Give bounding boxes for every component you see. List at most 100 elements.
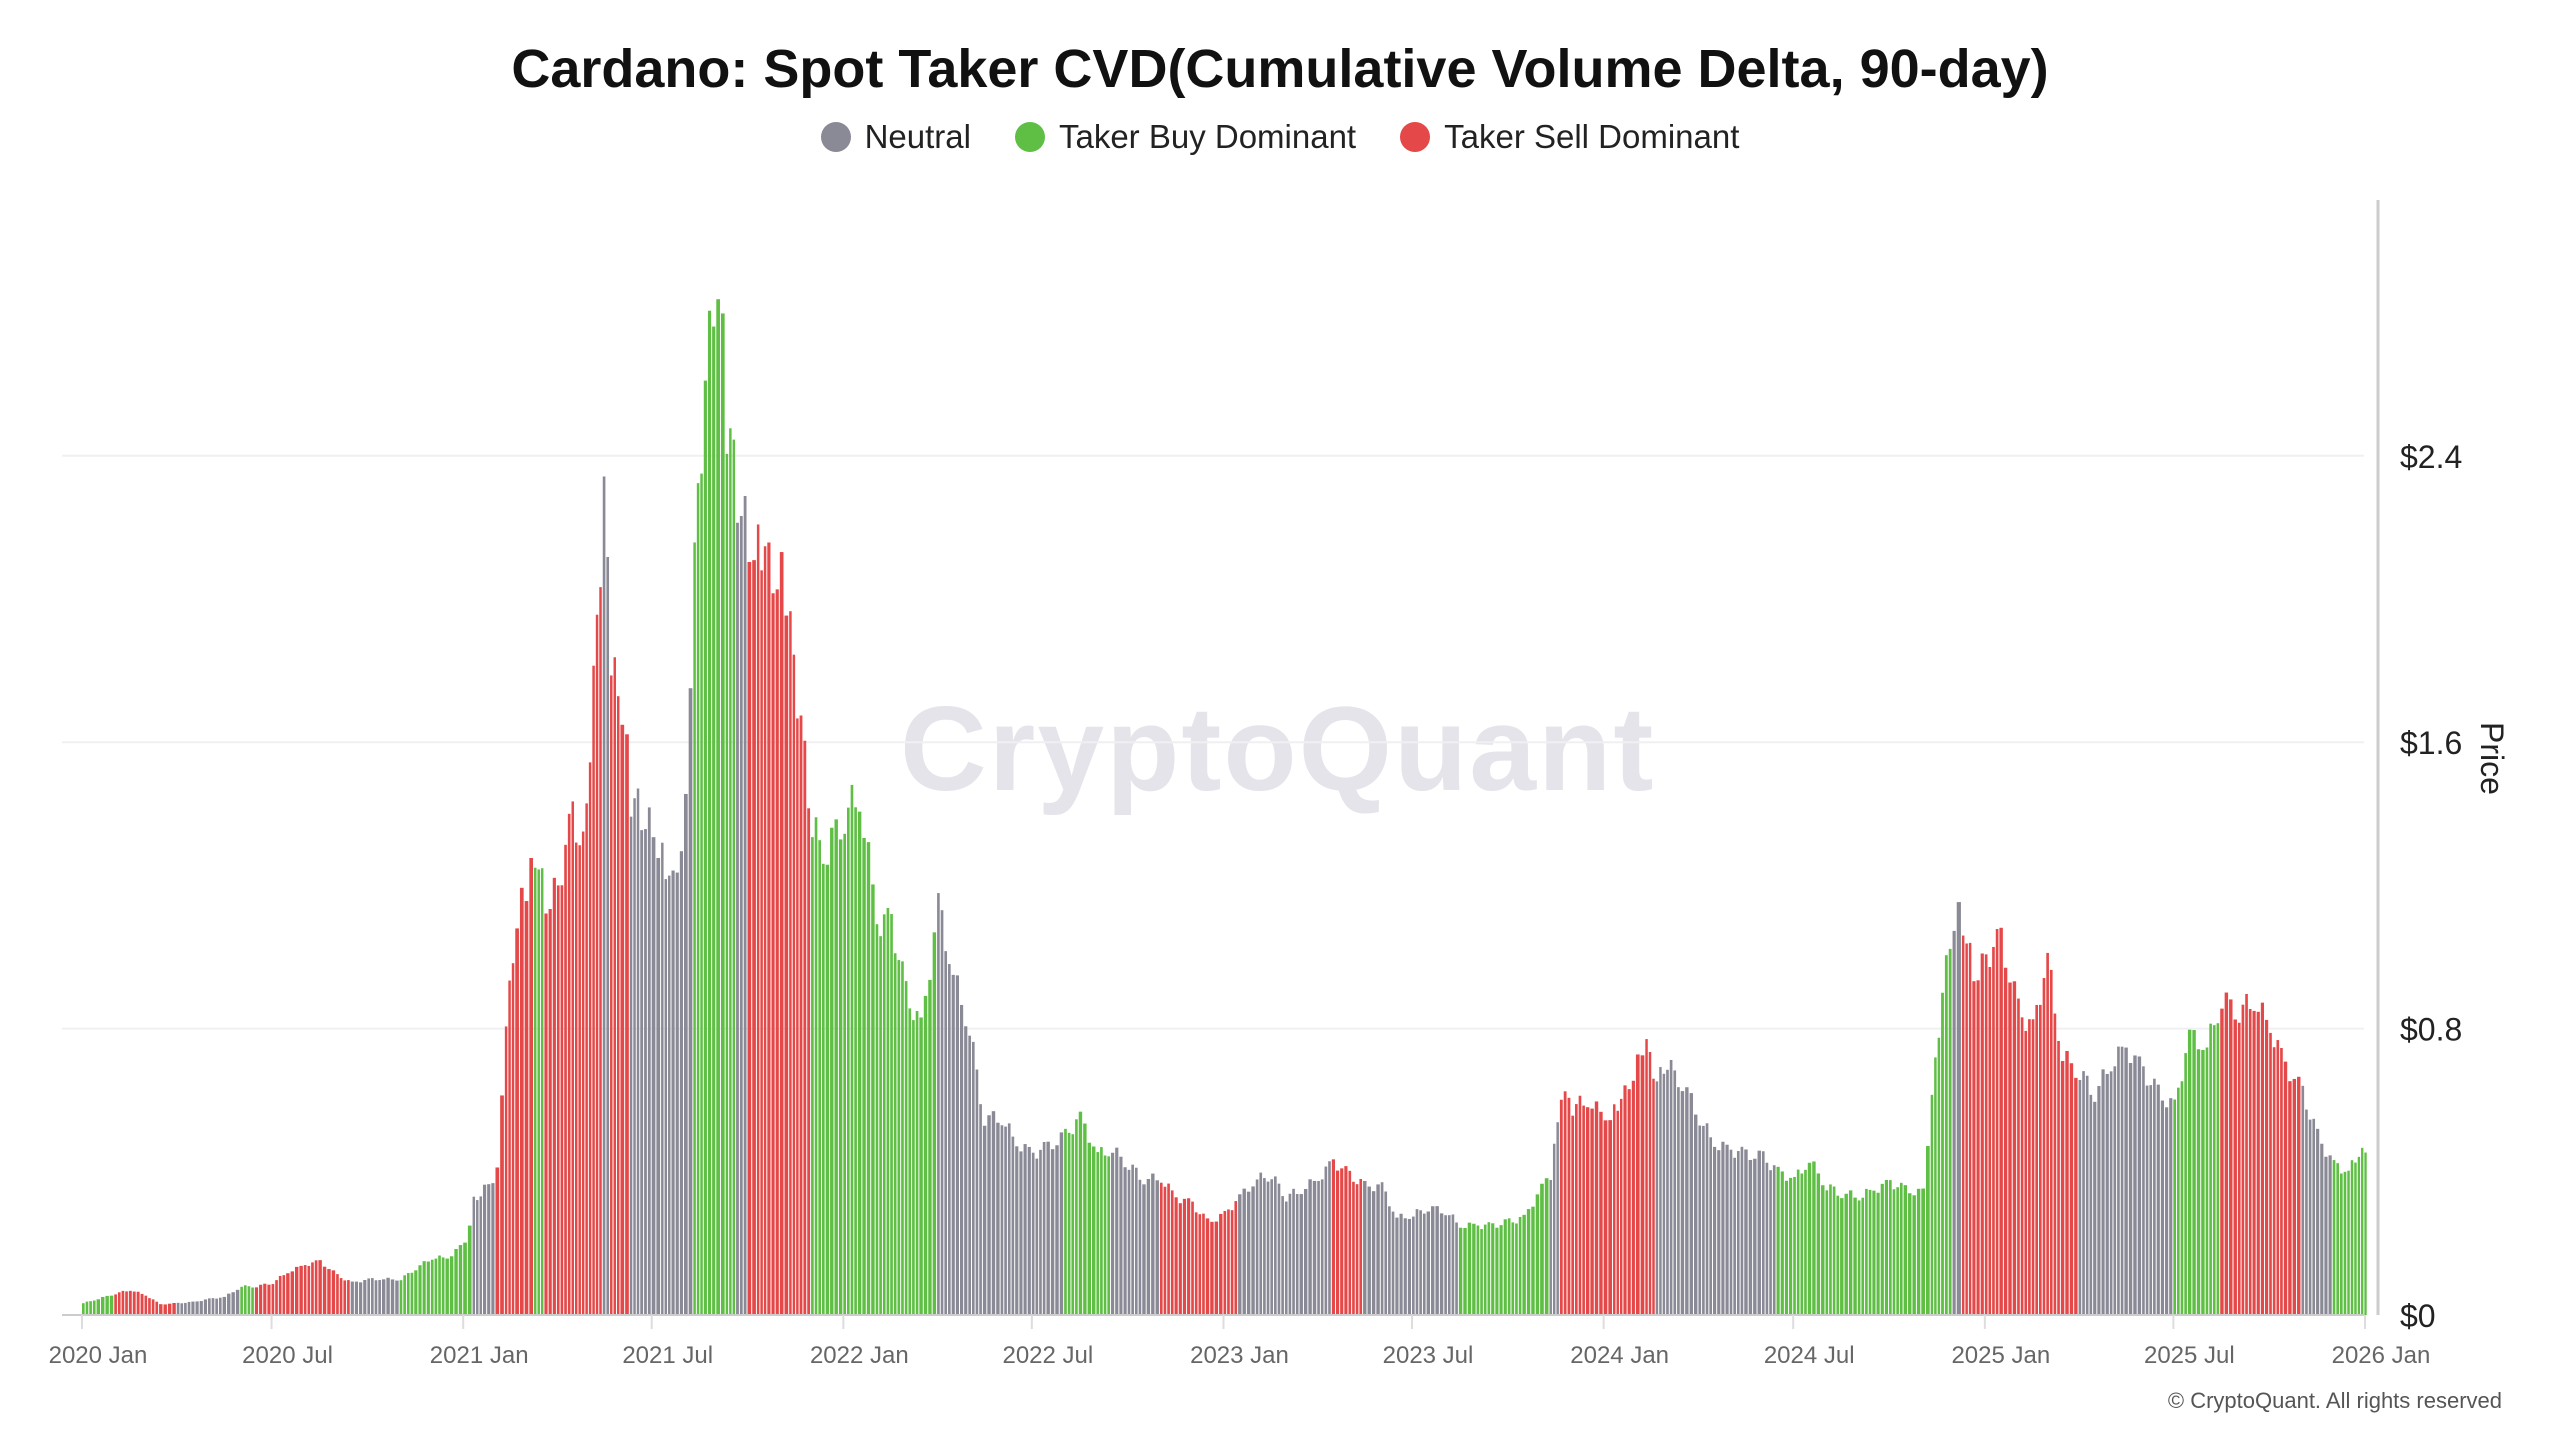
- bar: [1288, 1193, 1292, 1315]
- bar: [1680, 1091, 1685, 1315]
- bar: [2288, 1081, 2292, 1315]
- bar: [886, 908, 890, 1315]
- bar: [1899, 1182, 1903, 1315]
- bar: [180, 1303, 184, 1315]
- bar: [1391, 1211, 1395, 1315]
- bar: [1187, 1198, 1191, 1315]
- bar: [2184, 1053, 2187, 1315]
- bar: [1872, 1190, 1876, 1315]
- bar: [1972, 981, 1976, 1315]
- bar: [1713, 1146, 1717, 1315]
- bar: [1055, 1145, 1059, 1315]
- bar: [1376, 1184, 1380, 1315]
- bar: [2324, 1156, 2328, 1315]
- bar: [1673, 1070, 1677, 1315]
- legend-item-neutral[interactable]: Neutral: [820, 118, 971, 156]
- bar: [574, 842, 578, 1315]
- legend-item-sell[interactable]: Taker Sell Dominant: [1400, 118, 1739, 156]
- bar: [151, 1299, 155, 1315]
- bar: [779, 552, 784, 1315]
- bar: [184, 1302, 187, 1315]
- bar: [1880, 1183, 1884, 1315]
- bar: [2212, 1025, 2216, 1315]
- bar: [1857, 1200, 1861, 1315]
- bar: [500, 1095, 504, 1315]
- bar: [318, 1260, 322, 1315]
- bar: [2224, 992, 2229, 1315]
- bar: [1155, 1180, 1159, 1315]
- bar: [1698, 1125, 1702, 1315]
- bar: [2020, 1017, 2024, 1315]
- bar: [1480, 1229, 1483, 1315]
- bar: [1115, 1147, 1119, 1315]
- bar: [1075, 1119, 1078, 1315]
- bar: [1659, 1067, 1662, 1315]
- bar: [1800, 1173, 1804, 1315]
- bar: [1491, 1223, 1495, 1315]
- bar: [971, 1041, 975, 1315]
- bar: [1567, 1097, 1571, 1315]
- bar: [1518, 1216, 1522, 1315]
- legend-label: Neutral: [864, 118, 971, 155]
- bar: [311, 1262, 314, 1315]
- bar: [2237, 1022, 2241, 1315]
- bar: [908, 1008, 912, 1315]
- bar: [208, 1298, 211, 1315]
- bar: [1067, 1132, 1071, 1315]
- bar: [479, 1196, 482, 1315]
- bar: [606, 556, 610, 1315]
- bar: [1608, 1120, 1613, 1315]
- bar: [854, 807, 857, 1315]
- watermark: CryptoQuant: [900, 682, 1656, 816]
- bar: [163, 1304, 167, 1315]
- bar: [703, 380, 707, 1315]
- bar: [1348, 1170, 1352, 1315]
- bar: [1107, 1156, 1111, 1315]
- bar: [625, 734, 629, 1315]
- bar: [1729, 1149, 1733, 1315]
- bar: [504, 1026, 508, 1315]
- bar: [1753, 1158, 1757, 1315]
- bar: [1151, 1173, 1155, 1315]
- bar: [1666, 1069, 1669, 1315]
- bar: [968, 1035, 971, 1315]
- bar: [1559, 1099, 1563, 1315]
- bar: [363, 1280, 367, 1315]
- bar: [651, 837, 656, 1315]
- bar: [1590, 1108, 1594, 1315]
- bar: [434, 1258, 438, 1315]
- bar: [1439, 1213, 1444, 1315]
- bar: [2350, 1160, 2354, 1315]
- bar: [290, 1271, 294, 1315]
- bar: [303, 1265, 307, 1315]
- bar: [1355, 1184, 1359, 1315]
- bar: [167, 1303, 172, 1315]
- bar: [1952, 930, 1956, 1315]
- bar: [2343, 1171, 2347, 1315]
- bar: [1540, 1183, 1544, 1315]
- bar: [556, 885, 560, 1315]
- bar: [964, 1026, 968, 1315]
- bar: [1635, 1054, 1640, 1315]
- bar: [996, 1122, 1000, 1315]
- bar: [1194, 1212, 1198, 1315]
- bar: [2012, 981, 2017, 1315]
- bar: [441, 1257, 445, 1315]
- bar: [2017, 998, 2020, 1315]
- bar: [1159, 1182, 1163, 1315]
- bar: [1123, 1167, 1127, 1315]
- bar: [487, 1184, 491, 1315]
- bar: [1769, 1170, 1772, 1315]
- bar: [1721, 1141, 1725, 1315]
- x-tick-label: 2026 Jan: [2332, 1342, 2431, 1369]
- bar: [2117, 1046, 2120, 1315]
- bar: [211, 1298, 215, 1315]
- bar: [1861, 1197, 1865, 1315]
- bar: [1921, 1188, 1926, 1315]
- bar: [1004, 1126, 1007, 1315]
- bar: [1556, 1122, 1559, 1315]
- legend-item-buy[interactable]: Taker Buy Dominant: [1014, 118, 1356, 156]
- bar: [803, 740, 807, 1315]
- bar: [656, 858, 661, 1315]
- bar: [789, 611, 792, 1315]
